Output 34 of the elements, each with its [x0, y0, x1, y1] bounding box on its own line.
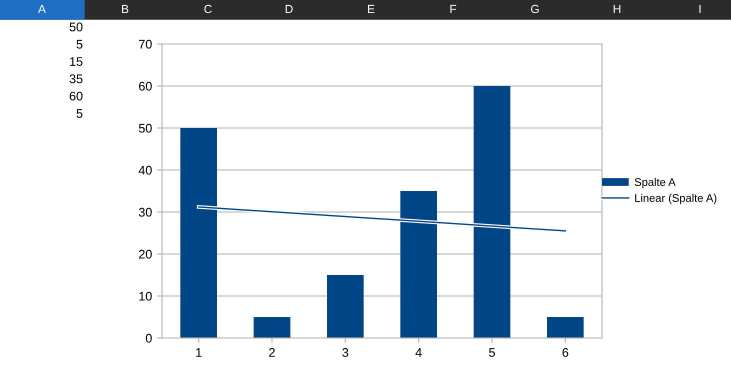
legend-label: Linear (Spalte A)	[635, 194, 716, 204]
y-tick-label: 20	[139, 250, 152, 259]
x-tick-label: 3	[342, 348, 348, 357]
text: 50	[70, 22, 83, 32]
text: 15	[70, 57, 82, 66]
y-tick-label: 50	[138, 124, 152, 133]
bar	[547, 317, 584, 338]
text: 35	[70, 74, 82, 84]
x-tick-label: 2	[269, 348, 275, 357]
text: A	[38, 4, 46, 14]
text: D	[286, 4, 293, 14]
text: 60	[70, 92, 83, 101]
x-tick-label: 1	[196, 348, 202, 357]
text: C	[204, 4, 212, 14]
y-tick-label: 40	[138, 166, 152, 175]
text: H	[614, 4, 620, 14]
x-tick-label: 6	[562, 348, 568, 357]
text: 5	[76, 109, 82, 118]
text: I	[699, 4, 701, 14]
bar	[254, 317, 290, 338]
text: 5	[76, 40, 82, 49]
text: G	[531, 4, 539, 14]
bar	[327, 275, 364, 338]
x-tick-label: 5	[489, 348, 495, 357]
x-tick-label: 4	[415, 348, 422, 357]
legend-label: Spalte A	[634, 178, 676, 188]
y-tick-label: 30	[138, 208, 152, 217]
y-tick-label: 70	[139, 40, 152, 49]
y-tick-label: 10	[139, 292, 152, 301]
text: F	[450, 4, 456, 14]
y-tick-label: 0	[146, 334, 152, 343]
text: E	[368, 4, 374, 14]
text: B	[122, 4, 128, 14]
y-tick-label: 60	[139, 82, 152, 91]
